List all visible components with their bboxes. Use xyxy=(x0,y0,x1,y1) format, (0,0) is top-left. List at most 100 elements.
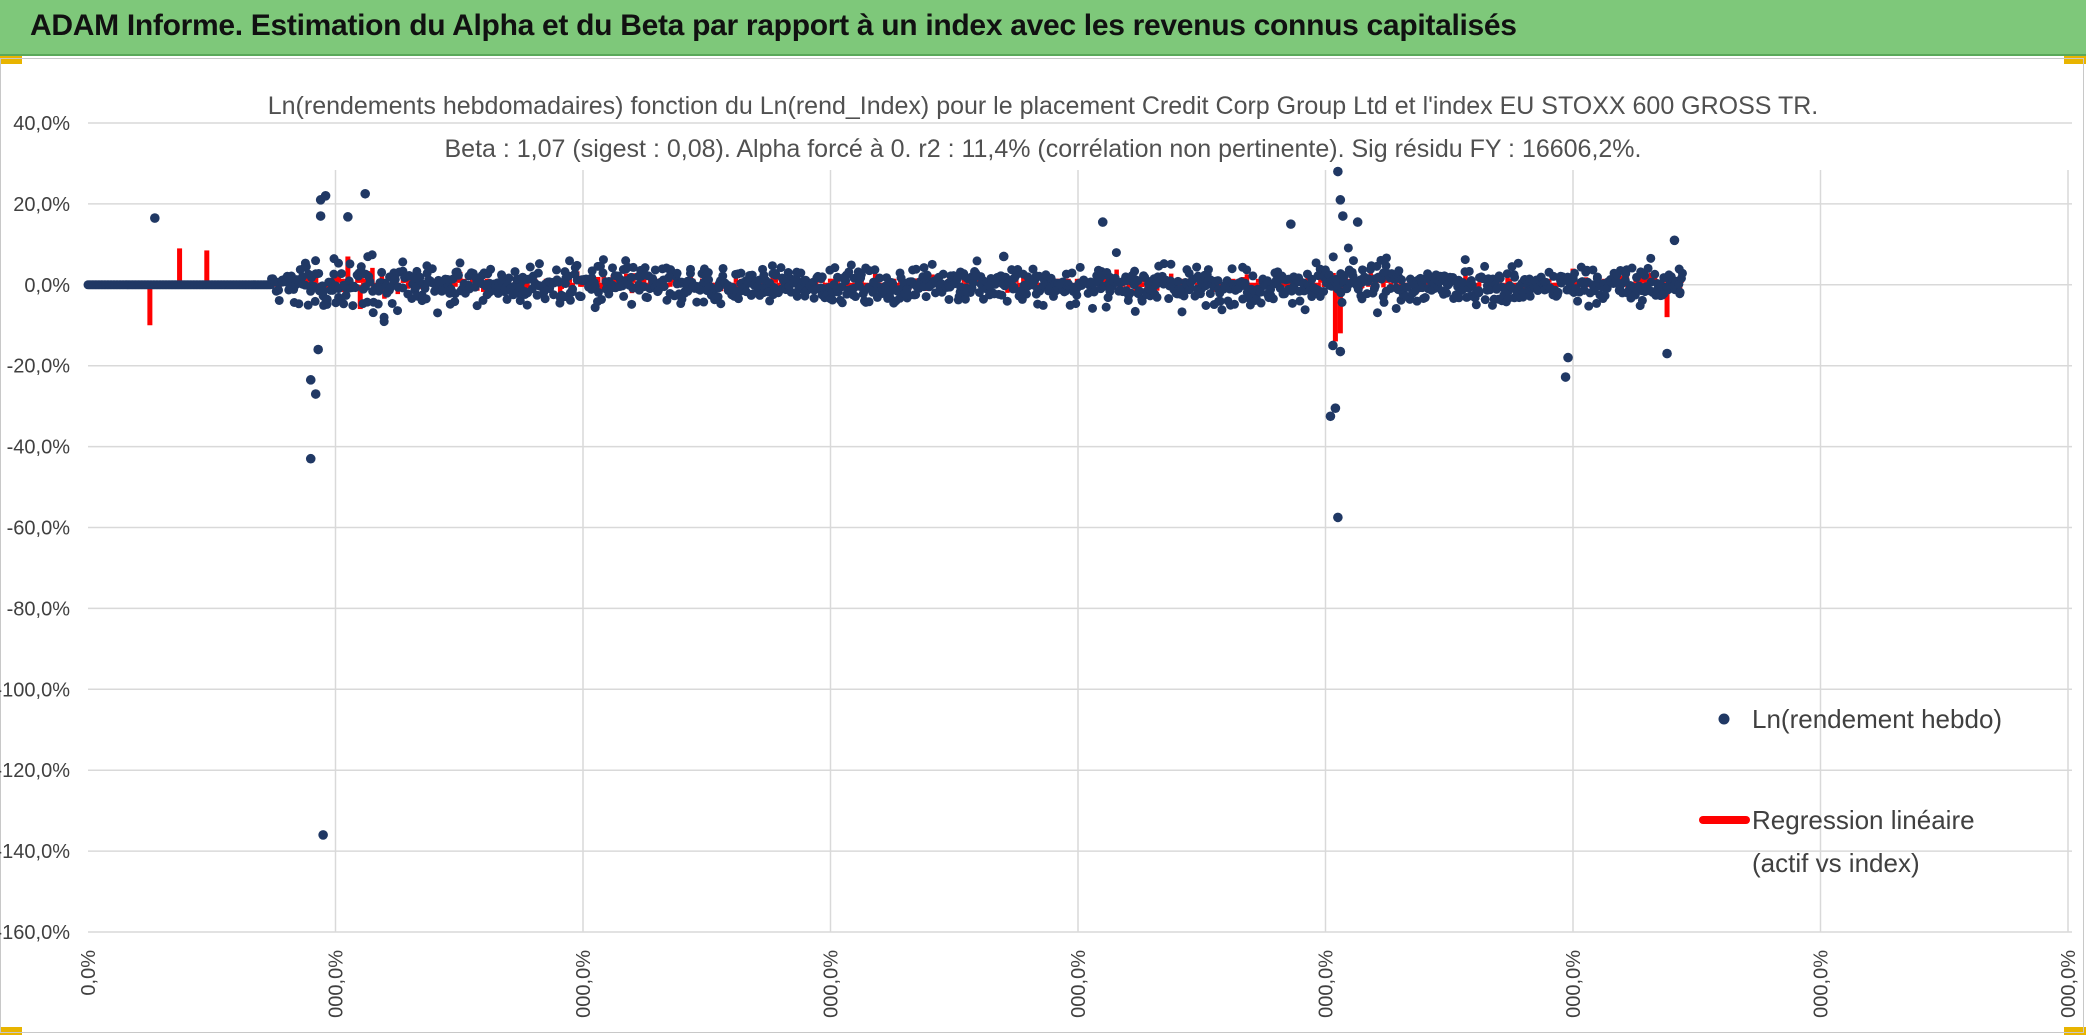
data-point xyxy=(1464,266,1474,276)
data-point xyxy=(1177,307,1187,317)
data-point xyxy=(1480,295,1490,305)
data-point xyxy=(398,283,408,293)
regression-mark xyxy=(599,282,604,292)
outlier-point xyxy=(305,453,316,464)
data-point xyxy=(1454,293,1464,303)
outlier-point xyxy=(310,389,321,399)
data-point xyxy=(1337,297,1347,307)
y-tick-label: -60,0% xyxy=(7,518,71,540)
regression-mark xyxy=(1255,278,1261,283)
regression-mark xyxy=(1283,282,1289,287)
data-point xyxy=(692,297,702,307)
data-point xyxy=(1130,306,1140,316)
data-point xyxy=(1192,262,1202,272)
data-point xyxy=(1089,287,1099,297)
data-point xyxy=(1071,299,1081,309)
data-point xyxy=(1028,264,1038,274)
data-point xyxy=(1134,286,1144,296)
outlier-point xyxy=(1563,352,1573,363)
outlier-point xyxy=(1560,372,1571,382)
x-tick-label: 000,0% xyxy=(1811,950,1833,1018)
data-point xyxy=(568,284,578,294)
data-point xyxy=(817,272,827,282)
data-point xyxy=(398,257,408,267)
outlier-point xyxy=(150,213,160,223)
data-point xyxy=(1650,269,1660,279)
data-point xyxy=(1525,291,1535,301)
x-tick-label: 000,0% xyxy=(821,950,843,1018)
data-point xyxy=(540,294,550,304)
regression-mark xyxy=(1642,278,1648,283)
regression-spike xyxy=(357,284,363,310)
data-point xyxy=(1471,300,1481,310)
data-point xyxy=(1164,294,1174,304)
data-point xyxy=(367,250,377,260)
outlier-point xyxy=(1330,403,1341,413)
data-point xyxy=(274,295,284,305)
data-point xyxy=(1381,261,1391,271)
x-axis-ticks: 0,0% 000,0% 000,0% 000,0% 000,0% 000,0% 000,0%… xyxy=(78,950,2080,1018)
data-points xyxy=(83,166,1687,840)
data-point xyxy=(703,268,713,278)
data-point xyxy=(1287,298,1297,308)
outlier-point xyxy=(360,188,371,199)
data-point xyxy=(1420,293,1430,303)
data-point xyxy=(1256,298,1266,308)
data-point xyxy=(960,294,970,304)
data-point xyxy=(1072,290,1082,300)
data-point xyxy=(1518,292,1528,302)
regression-mark xyxy=(961,278,967,283)
data-point xyxy=(1256,287,1266,297)
data-point xyxy=(1130,266,1140,276)
data-point xyxy=(856,273,866,283)
data-point xyxy=(1573,296,1583,306)
data-point xyxy=(1370,281,1380,291)
data-point xyxy=(373,299,383,309)
data-point xyxy=(1640,270,1650,280)
data-point xyxy=(608,263,618,273)
data-point xyxy=(662,295,672,305)
outlier-point xyxy=(343,212,353,222)
outlier-point xyxy=(1352,217,1363,227)
data-point xyxy=(792,291,802,301)
regression-mark xyxy=(641,278,647,283)
data-point xyxy=(938,269,948,279)
data-point xyxy=(593,287,603,297)
data-point xyxy=(704,275,714,285)
data-point xyxy=(1442,288,1452,298)
data-point xyxy=(718,263,728,273)
outlier-point xyxy=(1333,512,1343,523)
data-point xyxy=(365,277,375,287)
data-point xyxy=(1239,281,1249,291)
x-tick-label: 000,0% xyxy=(1068,950,1090,1018)
data-point xyxy=(640,263,650,273)
outlier-point xyxy=(998,251,1009,262)
data-point xyxy=(864,297,874,307)
data-point xyxy=(1215,296,1225,306)
outlier-point xyxy=(1097,217,1108,227)
data-point xyxy=(1372,308,1382,318)
regression-mark xyxy=(405,282,411,289)
data-point xyxy=(1513,258,1523,268)
data-point xyxy=(672,268,682,278)
data-point xyxy=(1125,288,1135,298)
data-point xyxy=(919,263,929,273)
regression-mark xyxy=(522,282,528,288)
data-point xyxy=(1300,305,1310,315)
data-point xyxy=(921,292,931,302)
regression-mark xyxy=(1139,282,1145,288)
data-point xyxy=(1397,275,1407,285)
data-point xyxy=(627,299,637,309)
regression-mark xyxy=(455,277,460,283)
data-point xyxy=(341,290,351,300)
data-point xyxy=(997,290,1007,300)
data-point xyxy=(1217,305,1227,315)
data-point xyxy=(1268,294,1278,304)
regression-mark xyxy=(1017,282,1022,288)
legend: Ln(rendement hebdo) Regression linéaire … xyxy=(1699,704,2002,878)
data-point xyxy=(1480,261,1490,271)
regression-mark xyxy=(1638,274,1644,283)
data-point xyxy=(565,295,575,305)
data-point xyxy=(1600,291,1610,301)
data-point xyxy=(844,267,854,277)
